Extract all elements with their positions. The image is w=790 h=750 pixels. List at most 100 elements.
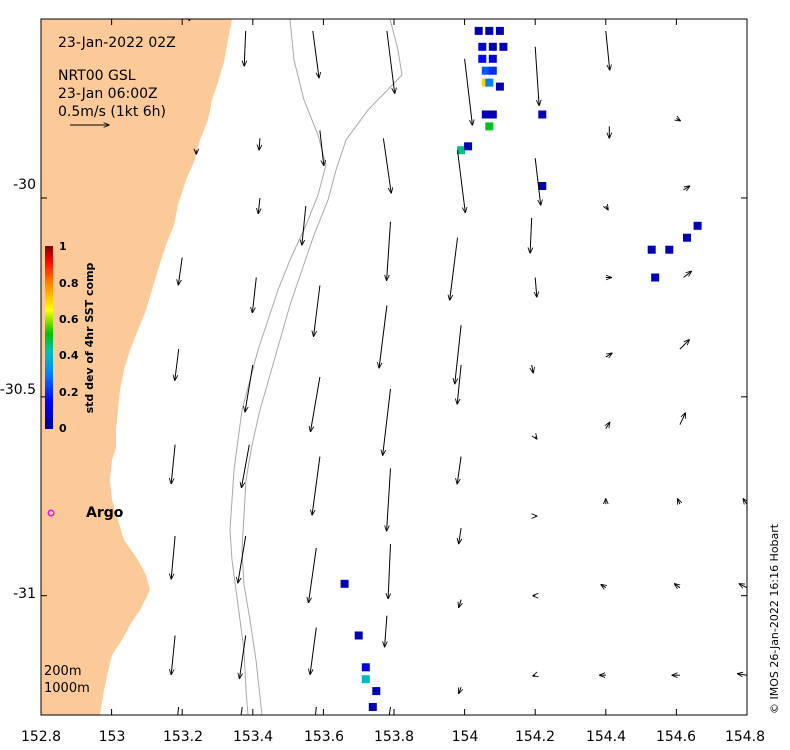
sst-std-cell (683, 233, 691, 242)
sst-std-cell (361, 675, 370, 684)
current-vector (534, 46, 539, 106)
current-vector (601, 585, 606, 588)
current-vector (676, 118, 680, 120)
current-vector (242, 444, 250, 488)
current-vector (457, 364, 462, 404)
x-tick-label: 154.8 (725, 729, 765, 745)
isobath-legend: 200m 1000m (44, 664, 90, 696)
sst-std-cell (481, 66, 490, 75)
sst-std-cell (485, 78, 494, 87)
sst-std-cell (651, 273, 660, 282)
valid-time-label: 23-Jan 06:00Z (58, 86, 158, 102)
current-vector (739, 584, 747, 588)
scale-label: 0.5m/s (1kt 6h) (58, 104, 166, 120)
current-vector (459, 528, 461, 544)
sst-std-cell (368, 703, 377, 711)
sst-std-cell (693, 221, 702, 230)
isobath-1000m (241, 19, 403, 715)
y-tick-label: -31 (13, 586, 36, 602)
sst-std-cell (665, 245, 674, 254)
colorbar (45, 246, 53, 429)
x-tick-label: 154 (452, 729, 479, 745)
credit-label: © IMOS 26-Jan-2022 16:16 Hobart (768, 523, 781, 714)
sst-std-cell (457, 146, 466, 155)
current-vector (535, 277, 537, 298)
current-vector (311, 376, 321, 432)
current-vector (312, 456, 321, 516)
current-vector (679, 413, 686, 425)
sst-std-cell (478, 54, 487, 63)
sst-std-cell (485, 26, 494, 35)
y-tick-label: -30 (13, 177, 36, 193)
current-vector (679, 340, 689, 350)
current-vector (605, 30, 610, 70)
sst-std-cell (538, 182, 547, 190)
current-vector (534, 158, 541, 205)
colorbar-tick: 0.8 (59, 277, 79, 290)
y-axis: -30 -30.5 -31 (0, 177, 36, 602)
axis-ticks (40, 19, 748, 715)
current-vector (455, 325, 462, 384)
current-vector (386, 30, 395, 93)
current-vector (743, 499, 747, 504)
current-vector (379, 305, 388, 367)
sst-std-cell (361, 663, 370, 672)
current-vector (738, 674, 747, 676)
land-mass (41, 19, 232, 715)
sst-std-cell (372, 687, 381, 696)
sst-std-cell (499, 42, 508, 51)
sst-std-cell (538, 110, 547, 119)
sst-std-cell (488, 42, 497, 51)
current-vector (683, 271, 692, 278)
current-vector (238, 535, 247, 583)
current-vector (606, 422, 610, 429)
x-tick-label: 154.4 (586, 729, 626, 745)
current-vector (606, 206, 608, 210)
current-vector (459, 599, 461, 608)
current-vector (171, 444, 176, 484)
x-tick-label: 154.2 (515, 729, 555, 745)
current-vector (459, 687, 461, 693)
current-vector (675, 584, 680, 588)
x-tick-label: 153.8 (374, 729, 414, 745)
colorbar-title: std dev of 4hr SST comp (83, 262, 96, 413)
current-vector (457, 150, 466, 212)
y-tick-label: -30.5 (0, 382, 36, 398)
sst-std-cell (340, 579, 349, 588)
x-tick-label: 153.6 (304, 729, 344, 745)
current-vector (683, 186, 690, 190)
current-vector (387, 221, 391, 280)
colorbar-tick: 0.4 (59, 349, 79, 362)
current-vector (382, 138, 391, 193)
sst-std-cell (481, 110, 490, 119)
current-vector (240, 635, 247, 679)
sst-std-cell (488, 110, 497, 119)
current-vector (259, 138, 260, 150)
isobath-legend-200m: 200m (44, 664, 81, 679)
sst-std-cell (495, 82, 504, 91)
current-vector (314, 285, 321, 337)
sst-std-cell (464, 142, 473, 151)
colorbar-tick: 0.6 (59, 313, 79, 326)
current-vector (388, 543, 390, 599)
x-tick-label: 152.8 (21, 729, 61, 745)
current-vector (175, 349, 180, 380)
current-vector (171, 535, 176, 579)
sst-std-cell (474, 26, 483, 35)
current-vector (533, 675, 535, 676)
sst-std-cell (488, 54, 497, 63)
sst-std-cell (485, 122, 494, 131)
sst-std-cell (354, 631, 363, 640)
x-tick-label: 153.4 (233, 729, 273, 745)
current-vector (450, 237, 458, 300)
current-vector (605, 353, 612, 357)
current-vector (177, 706, 180, 715)
current-vector (383, 388, 391, 455)
sst-std-cell (478, 42, 487, 51)
current-vector (678, 499, 680, 504)
isobath-legend-1000m: 1000m (44, 681, 90, 696)
current-vector (245, 364, 254, 412)
current-vector (252, 277, 257, 313)
current-vector (315, 706, 317, 715)
